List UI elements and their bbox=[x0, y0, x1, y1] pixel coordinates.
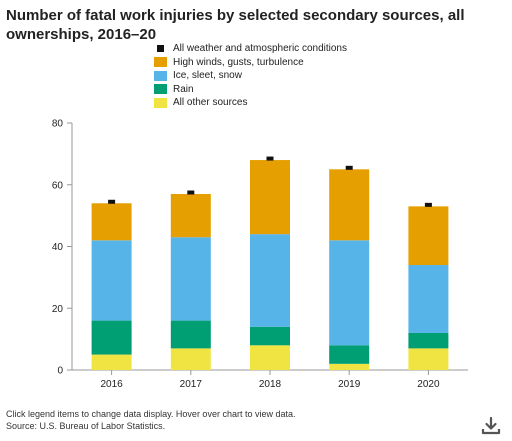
download-glyph bbox=[481, 416, 501, 435]
bar-segment-other[interactable] bbox=[329, 363, 370, 370]
bar-segment-ice[interactable] bbox=[91, 240, 132, 321]
bar-segment-other[interactable] bbox=[170, 348, 211, 370]
bar-segment-ice[interactable] bbox=[250, 234, 290, 327]
legend-label-ice: Ice, sleet, snow bbox=[173, 70, 242, 81]
bar-segment-high_winds[interactable] bbox=[170, 194, 211, 238]
legend-item-rain[interactable]: Rain bbox=[154, 83, 347, 96]
bar-segment-other[interactable] bbox=[250, 345, 290, 370]
legend-swatch-high-winds bbox=[154, 57, 167, 67]
legend-swatch-ice bbox=[154, 70, 167, 81]
legend-item-ice[interactable]: Ice, sleet, snow bbox=[154, 69, 347, 82]
legend-item-all-weather[interactable]: All weather and atmospheric conditions bbox=[154, 42, 347, 55]
legend-swatch-rain bbox=[154, 84, 167, 94]
total-marker bbox=[424, 202, 432, 207]
x-tick-label: 2016 bbox=[100, 379, 123, 390]
bar-segment-rain[interactable] bbox=[329, 345, 370, 364]
stacked-bar-chart[interactable]: 0 20 40 60 80 2016 2017 2018 2019 2020 bbox=[0, 0, 512, 400]
bar-segment-rain[interactable] bbox=[408, 332, 449, 349]
bar-segment-rain[interactable] bbox=[170, 320, 211, 349]
bar-segment-other[interactable] bbox=[408, 348, 449, 370]
bar-segment-other[interactable] bbox=[91, 354, 132, 370]
legend-swatch-all-weather bbox=[157, 45, 164, 52]
legend-item-other[interactable]: All other sources bbox=[154, 96, 347, 109]
bar-segment-ice[interactable] bbox=[170, 237, 211, 321]
bar-segment-high_winds[interactable] bbox=[408, 206, 449, 266]
total-marker bbox=[266, 156, 274, 161]
legend-item-high-winds[interactable]: High winds, gusts, turbulence bbox=[154, 56, 347, 69]
legend-swatch-other bbox=[154, 97, 167, 108]
x-tick-label: 2020 bbox=[417, 379, 440, 390]
legend-label-all-weather: All weather and atmospheric conditions bbox=[173, 43, 347, 54]
y-tick-label: 40 bbox=[52, 242, 64, 253]
x-tick-label: 2018 bbox=[259, 379, 282, 390]
x-tick-label: 2019 bbox=[338, 379, 361, 390]
source-note: Source: U.S. Bureau of Labor Statistics. bbox=[6, 421, 166, 431]
bar-segment-ice[interactable] bbox=[329, 240, 370, 346]
bar-segment-high_winds[interactable] bbox=[250, 160, 290, 235]
chart-title: Number of fatal work injuries by selecte… bbox=[6, 7, 465, 43]
footnote: Click legend items to change data displa… bbox=[6, 409, 296, 419]
y-tick-label: 0 bbox=[57, 366, 63, 377]
total-marker bbox=[345, 165, 353, 170]
legend: All weather and atmospheric conditions H… bbox=[154, 42, 347, 110]
bar-segment-high_winds[interactable] bbox=[91, 203, 132, 241]
y-tick-label: 60 bbox=[52, 180, 64, 191]
x-tick-label: 2017 bbox=[180, 379, 203, 390]
y-tick-label: 80 bbox=[52, 119, 64, 130]
legend-label-other: All other sources bbox=[173, 97, 248, 108]
legend-label-rain: Rain bbox=[173, 83, 194, 95]
bar-segment-high_winds[interactable] bbox=[329, 169, 370, 241]
bar-segment-ice[interactable] bbox=[408, 265, 449, 333]
y-tick-label: 20 bbox=[52, 304, 64, 315]
download-icon[interactable] bbox=[480, 416, 502, 436]
bar-segment-rain[interactable] bbox=[91, 320, 132, 355]
legend-label-high-winds: High winds, gusts, turbulence bbox=[173, 56, 304, 68]
bar-segment-rain[interactable] bbox=[250, 326, 290, 346]
total-marker bbox=[108, 199, 116, 204]
total-marker bbox=[187, 190, 195, 195]
